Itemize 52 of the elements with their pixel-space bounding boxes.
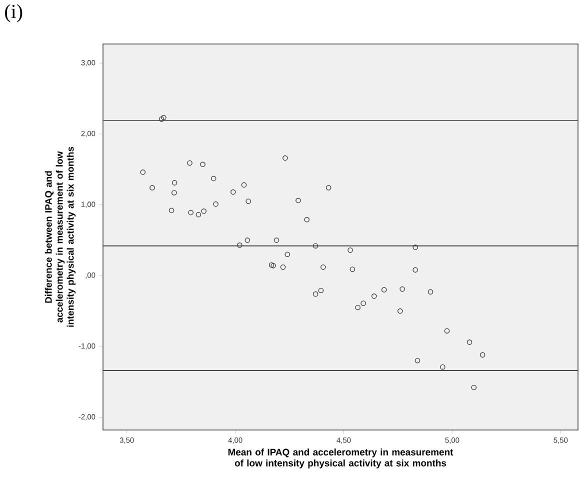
- point: [398, 308, 403, 314]
- point: [471, 384, 477, 390]
- point: [312, 243, 318, 248]
- point: [140, 170, 146, 175]
- point: [444, 328, 450, 334]
- point: [284, 252, 290, 257]
- point: [360, 300, 366, 306]
- point: [350, 266, 356, 272]
- point: [200, 162, 206, 168]
- point: [230, 189, 236, 195]
- point: [326, 185, 332, 190]
- point: [318, 288, 324, 294]
- point: [348, 247, 353, 253]
- point: [274, 238, 280, 243]
- point: [241, 182, 247, 188]
- point: [400, 286, 405, 292]
- point: [213, 201, 218, 207]
- point: [172, 180, 178, 186]
- point: [237, 242, 242, 248]
- point: [381, 287, 387, 292]
- point: [282, 155, 288, 161]
- x-axis-title: Mean of IPAQ and accelerometry in measurement of low intensity physical activity at six months: [228, 448, 454, 468]
- point: [280, 264, 286, 270]
- point: [210, 176, 216, 182]
- point: [188, 210, 194, 216]
- point: [150, 185, 155, 190]
- point: [320, 264, 326, 270]
- point: [244, 238, 250, 243]
- point: [268, 262, 274, 268]
- point: [161, 115, 166, 120]
- point: [246, 198, 251, 204]
- point: [168, 208, 174, 214]
- point: [172, 190, 177, 196]
- point: [412, 244, 418, 250]
- point: [201, 208, 206, 214]
- point: [312, 291, 318, 297]
- point: [412, 267, 418, 273]
- point: [466, 340, 472, 345]
- point: [296, 198, 301, 204]
- point: [414, 358, 420, 364]
- point: [304, 217, 310, 222]
- chart-title: (i): [5, 4, 22, 22]
- point: [480, 352, 486, 358]
- point: [158, 116, 164, 122]
- point: [428, 289, 434, 295]
- y-axis-title: Difference between IPAQ and accelerometry in measurement of low intensity physical activity at six months: [44, 146, 76, 327]
- point: [270, 263, 276, 268]
- point: [440, 364, 446, 370]
- point: [187, 160, 192, 166]
- point: [371, 294, 377, 299]
- point: [196, 212, 202, 218]
- point: [355, 304, 360, 310]
